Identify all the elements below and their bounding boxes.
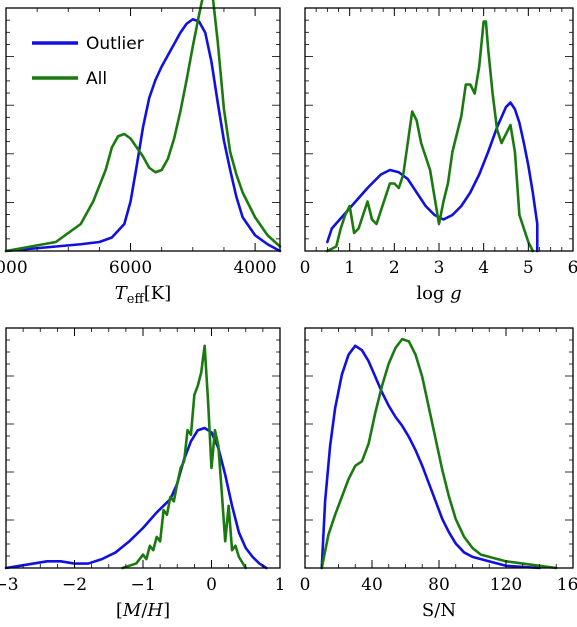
series-line-all xyxy=(320,337,558,570)
series-line-all xyxy=(4,0,282,253)
x-tick-label: 0 xyxy=(300,258,311,278)
x-tick-label: 6000 xyxy=(109,258,152,278)
x-tick-label: 6 xyxy=(568,258,577,278)
x-tick-label: 120 xyxy=(490,575,522,595)
series-line-outlier xyxy=(320,344,541,570)
x-tick-label: 5 xyxy=(523,258,534,278)
legend-label-all: All xyxy=(86,69,107,89)
x-tick-label: 80 xyxy=(428,575,450,595)
x-tick-label: 40 xyxy=(361,575,383,595)
logg-panel: 0 1 2 3 4 5 6 log g xyxy=(300,7,577,304)
teff-panel: 8000 6000 4000 Teff[K] xyxy=(0,0,282,307)
x-tick-label: 3 xyxy=(434,258,445,278)
x-tick-label: 2 xyxy=(389,258,400,278)
x-tick-label: 0 xyxy=(300,575,311,595)
series-line-all xyxy=(121,344,248,570)
x-axis-label: log g xyxy=(416,283,461,304)
x-tick-label: −1 xyxy=(130,575,155,595)
x-axis-label: S/N xyxy=(422,600,456,621)
x-tick-label: 1 xyxy=(344,258,355,278)
x-tick-label: 1 xyxy=(275,575,286,595)
x-tick-label: 0 xyxy=(206,575,217,595)
series-line-outlier xyxy=(326,101,539,253)
legend-label-outlier: Outlier xyxy=(86,34,144,54)
series-line-outlier xyxy=(4,426,268,570)
snr-panel: 0 40 80 120 160 S/N xyxy=(300,327,577,621)
x-tick-label: 4 xyxy=(478,258,489,278)
x-axis-label: [M/H] xyxy=(116,600,170,621)
series-line-all xyxy=(326,20,535,253)
x-axis-label: Teff[K] xyxy=(115,283,171,307)
x-tick-label: 160 xyxy=(557,575,577,595)
x-tick-label: 8000 xyxy=(0,258,28,278)
x-tick-label: 4000 xyxy=(233,258,276,278)
legend: Outlier All xyxy=(32,34,144,89)
metallicity-panel: −3 −2 −1 0 1 [M/H] xyxy=(0,327,286,621)
x-tick-label: −2 xyxy=(62,575,87,595)
series-line-outlier xyxy=(4,17,282,253)
x-tick-label: −3 xyxy=(0,575,19,595)
